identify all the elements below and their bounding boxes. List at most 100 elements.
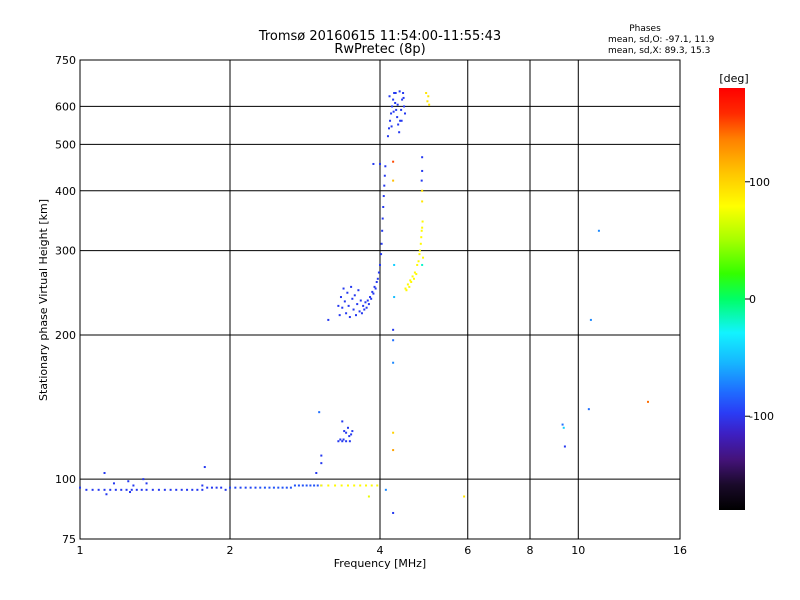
data-point	[348, 440, 351, 443]
data-point	[244, 486, 247, 489]
data-point	[389, 119, 392, 122]
colorbar-ticks: 100 0 -100	[745, 176, 774, 423]
data-point	[348, 435, 351, 438]
data-point	[91, 488, 94, 491]
data-point	[353, 484, 356, 487]
data-point	[420, 179, 423, 182]
data-point	[196, 488, 199, 491]
data-point	[420, 236, 423, 239]
data-point	[210, 486, 213, 489]
data-point	[293, 484, 296, 487]
data-point	[135, 488, 138, 491]
data-point	[132, 484, 135, 487]
data-point	[401, 98, 404, 101]
data-point	[384, 488, 387, 491]
data-point	[421, 200, 424, 203]
data-point	[380, 242, 383, 245]
data-point	[342, 438, 345, 441]
data-point	[587, 408, 590, 411]
phases-line-x: mean, sd,X: 89.3, 15.3	[608, 46, 710, 56]
x-axis-label: Frequency [MHz]	[334, 557, 426, 570]
data-point	[381, 217, 384, 220]
data-point	[367, 303, 370, 306]
colorbar: [deg] 100 0 -100	[719, 72, 774, 510]
data-points	[79, 90, 649, 514]
colorbar-tick-label: 100	[749, 176, 770, 189]
data-point	[365, 306, 368, 309]
data-point	[285, 486, 288, 489]
y-axis-ticks: 75 100 200 300 400 500 600 750	[55, 54, 76, 546]
data-point	[169, 488, 172, 491]
data-point	[392, 511, 395, 514]
data-point	[354, 314, 357, 317]
y-axis-label: Stationary phase Virtual Height [km]	[37, 199, 50, 401]
data-point	[327, 318, 330, 321]
data-point	[400, 119, 403, 122]
data-point	[370, 484, 373, 487]
data-point	[406, 283, 409, 286]
data-point	[421, 189, 424, 192]
data-point	[428, 103, 431, 106]
data-point	[421, 226, 424, 229]
data-point	[151, 488, 154, 491]
data-point	[421, 169, 424, 172]
data-point	[120, 488, 123, 491]
data-point	[353, 294, 356, 297]
data-point	[399, 119, 402, 122]
data-point	[382, 205, 385, 208]
phases-line-o: mean, sd,O: -97.1, 11.9	[608, 35, 715, 45]
data-point	[463, 495, 466, 498]
data-point	[360, 312, 363, 315]
data-point	[427, 95, 430, 98]
y-tick-label: 200	[55, 329, 76, 342]
data-point	[342, 287, 345, 290]
data-point	[103, 488, 106, 491]
data-point	[289, 486, 292, 489]
data-point	[357, 289, 360, 292]
data-point	[351, 430, 354, 433]
data-point	[229, 486, 231, 489]
data-point	[409, 279, 412, 282]
data-point	[392, 110, 395, 113]
data-point	[377, 271, 380, 274]
data-point	[127, 480, 130, 483]
data-point	[400, 108, 403, 111]
data-point	[404, 287, 407, 290]
data-point	[390, 112, 393, 115]
data-point	[175, 488, 178, 491]
data-point	[346, 291, 349, 294]
data-point	[359, 484, 362, 487]
colorbar-tick-label: -100	[749, 410, 774, 423]
y-tick-label: 100	[55, 473, 76, 486]
data-point	[405, 289, 408, 292]
data-point	[339, 296, 342, 299]
data-point	[375, 280, 378, 283]
data-point	[392, 361, 395, 364]
data-point	[392, 449, 395, 452]
data-point	[392, 431, 395, 434]
data-point	[327, 484, 330, 487]
data-point	[416, 263, 419, 266]
data-point	[347, 304, 350, 307]
data-point	[191, 488, 194, 491]
data-point	[646, 400, 649, 403]
data-point	[254, 486, 257, 489]
data-point	[370, 297, 373, 300]
data-point	[339, 438, 342, 441]
data-point	[379, 162, 381, 165]
data-point	[234, 486, 237, 489]
x-tick-label: 2	[227, 544, 234, 557]
data-point	[351, 297, 354, 300]
data-point	[112, 482, 115, 485]
data-point	[413, 271, 416, 274]
data-point	[362, 304, 365, 307]
data-point	[341, 306, 344, 309]
data-point	[589, 318, 592, 321]
data-point	[350, 285, 353, 288]
data-point	[391, 105, 394, 108]
data-point	[419, 242, 422, 245]
data-point	[145, 482, 148, 485]
data-point	[268, 486, 271, 489]
chart-subtitle: RwPretec (8p)	[334, 42, 425, 57]
